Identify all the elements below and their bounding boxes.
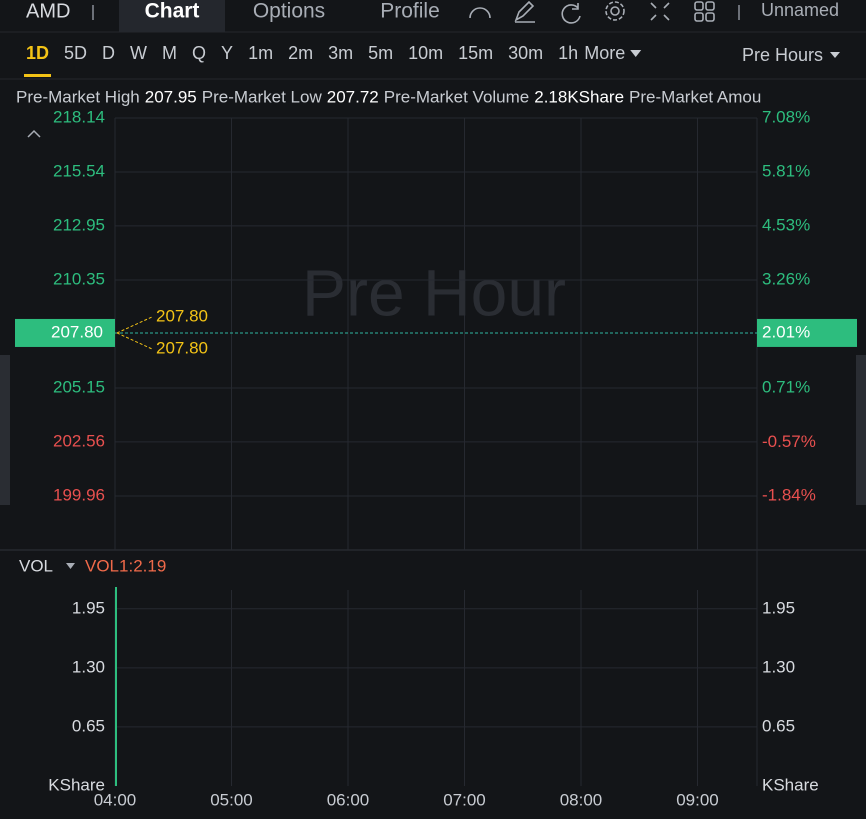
y2-tick-label: 1.30 [762, 657, 795, 676]
period-option[interactable]: Q [192, 43, 206, 63]
active-tab-bg [119, 0, 225, 32]
refresh-icon[interactable] [561, 3, 581, 24]
annotation-label: 207.80 [156, 306, 208, 325]
x-tick-label: 05:00 [210, 790, 253, 809]
y2-tick-label: 7.08% [762, 107, 810, 126]
stat-value: 207.95 [145, 87, 197, 106]
toolbar-icons [469, 0, 715, 24]
y2-tick-label: 5.81% [762, 161, 810, 180]
period-option[interactable]: 5D [64, 43, 87, 63]
last-change-label: 2.01% [762, 322, 810, 341]
chart-area: 04:00 05:00 06:00 07:00 08:00 09:00 Pre Hour 21… [15, 107, 857, 809]
dropdown-arrow [66, 563, 75, 569]
settings-icon[interactable] [610, 6, 620, 16]
period-option[interactable]: W [130, 43, 147, 63]
x-tick-label: 06:00 [327, 790, 370, 809]
watermark: Pre Hour [302, 255, 566, 329]
stat-value: 2.18KShare [534, 87, 624, 106]
layout-icon-part [705, 12, 715, 22]
y-tick-label: 1.30 [72, 657, 105, 676]
stat-label: Pre-Market Volume [384, 87, 530, 106]
tab[interactable]: Chart [145, 0, 200, 23]
y2-tick-label: 0.71% [762, 378, 810, 397]
y2-tick-label: 1.95 [762, 598, 795, 617]
y2-tick-label: 3.26% [762, 269, 810, 288]
y2-tick-label: 4.53% [762, 216, 810, 235]
stat-label: Pre-Market High [16, 87, 140, 106]
stats-row: Pre-Market High 207.95 Pre-Market Low 207.7… [16, 87, 761, 106]
edit-icon[interactable] [514, 0, 535, 23]
last-price-label: 207.80 [51, 322, 103, 341]
y-tick-label: 1.95 [72, 598, 105, 617]
x-tick-label: 08:00 [560, 790, 603, 809]
y-tick-label: 199.96 [53, 485, 105, 504]
layout-name[interactable]: Unnamed [761, 0, 839, 20]
settings-ring [605, 1, 625, 21]
session-select[interactable]: Pre Hours [742, 45, 823, 65]
period-option[interactable]: 5m [368, 43, 393, 63]
stat-label: Pre-Market Low [202, 87, 323, 106]
period-option[interactable]: 2m [288, 43, 313, 63]
tab[interactable]: Options [253, 0, 325, 23]
period-option[interactable]: 10m [408, 43, 443, 63]
y-tick-label: 210.35 [53, 269, 105, 288]
active-underline [24, 74, 52, 77]
side-handle[interactable] [856, 355, 866, 505]
y-tick-label: 215.54 [53, 162, 105, 181]
annotation-leader [116, 316, 153, 334]
period-option[interactable]: 1h [558, 43, 578, 63]
period-option[interactable]: 30m [508, 43, 543, 63]
volume-bar [115, 586, 117, 786]
period-option[interactable]: M [162, 43, 177, 63]
period-option[interactable]: 3m [328, 43, 353, 63]
last-price-box [15, 318, 115, 347]
annotation-leader [116, 332, 153, 350]
x-tick-label: 07:00 [443, 790, 486, 809]
x-tick-label: 04:00 [94, 790, 137, 809]
annotation-label: 207.80 [156, 338, 208, 357]
layout-icon-part [694, 12, 704, 22]
y-tick-label: 0.65 [72, 716, 105, 735]
volume-indicator: VOL1:2.19 [85, 556, 166, 575]
stat-label: Pre-Market Amou [629, 87, 761, 106]
y-tick-label: 205.15 [53, 378, 105, 397]
period-option[interactable]: Y [221, 43, 233, 63]
dropdown-arrow [830, 52, 840, 58]
period-option[interactable]: 15m [458, 43, 493, 63]
fullscreen-icon[interactable] [650, 2, 670, 21]
gauge-icon[interactable] [469, 7, 491, 19]
layout-icon[interactable] [694, 1, 704, 11]
more-periods[interactable]: More [584, 43, 625, 63]
y-tick-label: KShare [48, 775, 105, 794]
side-handle[interactable] [0, 355, 10, 505]
symbol[interactable]: AMD [26, 0, 70, 22]
layout-icon-part [705, 1, 715, 11]
y2-tick-label: -1.84% [762, 486, 816, 505]
y-tick-label: 212.95 [53, 215, 105, 234]
y2-tick-label: KShare [762, 775, 819, 794]
stat-value: 207.72 [327, 87, 379, 106]
period-option[interactable]: 1m [248, 43, 273, 63]
tab[interactable]: Profile [380, 0, 440, 23]
collapse-icon[interactable] [27, 129, 41, 138]
y-tick-label: 202.56 [53, 431, 105, 450]
y2-tick-label: 0.65 [762, 716, 795, 735]
period-option[interactable]: D [102, 43, 115, 63]
x-tick-label: 09:00 [676, 790, 719, 809]
y2-tick-label: -0.57% [762, 432, 816, 451]
last-change-box [757, 318, 857, 347]
volume-title[interactable]: VOL [19, 556, 53, 575]
dropdown-arrow [630, 50, 642, 57]
period-bar: 1D 5D D W M Q Y 1m 2m 3m 5m 10m 15m 30m 1h More [24, 43, 642, 77]
period-option[interactable]: 1D [26, 43, 49, 63]
y-tick-label: 218.14 [53, 107, 105, 126]
